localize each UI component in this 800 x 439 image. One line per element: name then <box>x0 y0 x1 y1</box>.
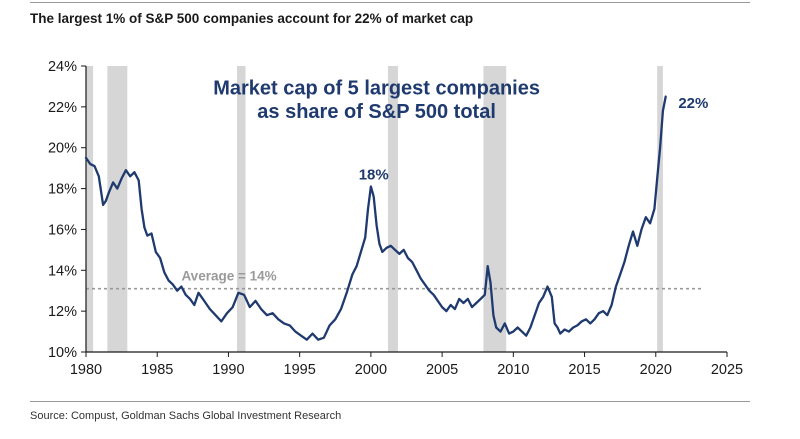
bottom-rule <box>30 401 750 402</box>
page-title: The largest 1% of S&P 500 companies acco… <box>30 11 474 26</box>
x-tick-label: 2015 <box>568 362 600 378</box>
axes <box>81 65 728 357</box>
chart-title-line-2: as share of S&P 500 total <box>257 101 496 123</box>
recession-bands <box>86 66 663 352</box>
y-tick-label: 10% <box>48 345 77 361</box>
y-tick-label: 24% <box>48 59 77 75</box>
annotation-peak-2000: 18% <box>359 166 389 183</box>
top-rule <box>30 2 750 3</box>
x-tick-label: 2000 <box>355 362 387 378</box>
recession-band-2 <box>236 66 246 352</box>
chart-title-line-1: Market cap of 5 largest companies <box>213 78 540 100</box>
average-label: Average = 14% <box>181 269 276 284</box>
y-tick-label: 16% <box>48 222 77 238</box>
x-tick-label: 2010 <box>497 362 529 378</box>
x-tick-label: 1980 <box>70 362 102 378</box>
source-note: Source: Compust, Goldman Sachs Global In… <box>30 410 342 422</box>
x-tick-label: 1995 <box>284 362 316 378</box>
y-tick-label: 18% <box>48 182 77 198</box>
y-tick-label: 20% <box>48 141 77 157</box>
recession-band-5 <box>657 66 663 352</box>
recession-band-3 <box>387 66 398 352</box>
x-tick-label: 1990 <box>212 362 244 378</box>
annotations: 18% 22% <box>359 95 709 184</box>
y-tick-label: 12% <box>48 304 77 320</box>
x-tick-label: 2020 <box>640 362 672 378</box>
x-tick-label: 1985 <box>141 362 173 378</box>
y-tick-label: 14% <box>48 263 77 279</box>
x-tick-label: 2025 <box>711 362 743 378</box>
x-tick-label: 2005 <box>426 362 458 378</box>
tick-labels: 1980 1985 1990 1995 2000 2005 2010 2015 2020 2025… <box>48 59 743 378</box>
series-line <box>84 95 667 341</box>
recession-band-1 <box>107 66 128 352</box>
y-tick-label: 22% <box>48 100 77 116</box>
annotation-latest: 22% <box>678 95 708 112</box>
recession-band-0 <box>86 66 94 352</box>
